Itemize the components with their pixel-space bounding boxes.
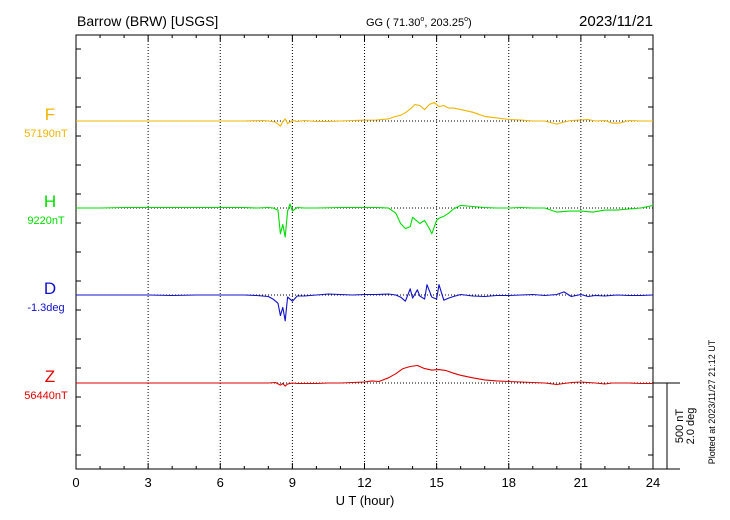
series-baseline-D: -1.3deg (27, 302, 64, 314)
series-name-H: H (44, 192, 56, 211)
series-baseline-F: 57190nT (24, 128, 68, 140)
series-name-Z: Z (45, 367, 55, 386)
x-tick-label: 15 (429, 475, 443, 490)
scale-bar: 500 nT 2.0 deg (653, 382, 697, 470)
x-tick-label: 12 (357, 475, 371, 490)
series-name-D: D (44, 279, 56, 298)
x-tick-label: 6 (217, 475, 224, 490)
series-line-F (76, 101, 653, 127)
x-tick-label: 9 (289, 475, 296, 490)
x-tick-label: 0 (72, 475, 79, 490)
x-tick-label: 24 (646, 475, 660, 490)
grid (147, 35, 582, 469)
station-title: Barrow (BRW) [USGS] (77, 13, 218, 29)
x-tick-label: 18 (502, 475, 516, 490)
coordinates-label: GG ( 71.30o, 203.25o) (366, 16, 472, 29)
series-baseline-Z: 56440nT (24, 390, 68, 402)
series-name-F: F (45, 105, 55, 124)
plotted-note: Plotted at 2023/11/27 21:12 UT (707, 339, 717, 464)
scale-bar-label-deg: 2.0 deg (685, 408, 697, 445)
series-line-D (76, 284, 654, 322)
date-label: 2023/11/21 (579, 13, 653, 30)
scale-bar-label-nt: 500 nT (674, 409, 686, 444)
x-axis: 0 3 6 9 12 15 18 21 24 (72, 35, 660, 490)
x-axis-label: U T (hour) (336, 493, 395, 508)
series-line-Z (76, 364, 653, 387)
x-tick-label: 3 (145, 475, 152, 490)
x-tick-label: 21 (574, 475, 588, 490)
series-line-H (76, 203, 654, 238)
series-lines (76, 101, 654, 387)
series-baseline-H: 9220nT (27, 215, 65, 227)
series-labels: F 57190nT H 9220nT D -1.3deg Z 56440nT (24, 105, 68, 402)
